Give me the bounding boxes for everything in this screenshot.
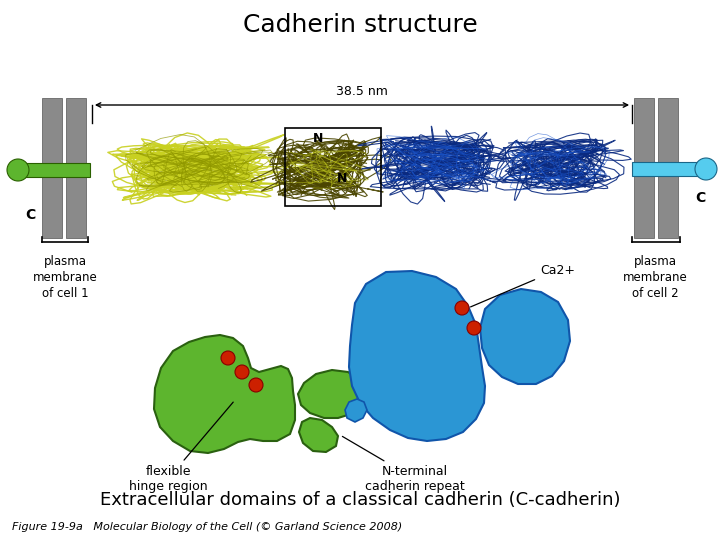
Bar (42, 98, 62, 238)
Circle shape (7, 159, 29, 181)
Text: N-terminal
cadherin repeat: N-terminal cadherin repeat (343, 436, 465, 493)
Polygon shape (298, 370, 364, 418)
Text: Cadherin structure: Cadherin structure (243, 13, 477, 37)
Text: N: N (312, 132, 323, 145)
Circle shape (249, 378, 263, 392)
Circle shape (235, 365, 249, 379)
Bar (66, 98, 86, 238)
Circle shape (221, 351, 235, 365)
Text: Figure 19-9a   Molecular Biology of the Cell (© Garland Science 2008): Figure 19-9a Molecular Biology of the Ce… (12, 522, 402, 532)
Text: N: N (337, 172, 347, 185)
Text: 38.5 nm: 38.5 nm (336, 85, 388, 98)
Polygon shape (345, 399, 367, 422)
Polygon shape (299, 418, 338, 452)
Text: flexible
hinge region: flexible hinge region (129, 402, 233, 493)
Text: C: C (25, 208, 35, 222)
Text: Extracellular domains of a classical cadherin (C-cadherin): Extracellular domains of a classical cad… (100, 491, 620, 509)
Polygon shape (349, 271, 485, 441)
Circle shape (695, 158, 717, 180)
Bar (285, 128, 381, 206)
Text: Ca2+: Ca2+ (471, 264, 575, 307)
Bar (634, 98, 654, 238)
Text: plasma
membrane
of cell 2: plasma membrane of cell 2 (623, 255, 688, 300)
Circle shape (455, 301, 469, 315)
Polygon shape (154, 335, 295, 453)
Circle shape (467, 321, 481, 335)
Text: plasma
membrane
of cell 1: plasma membrane of cell 1 (32, 255, 97, 300)
Polygon shape (480, 289, 570, 384)
Bar (632, 162, 702, 176)
Bar (20, 163, 90, 177)
Text: C: C (695, 191, 705, 205)
Bar (658, 98, 678, 238)
